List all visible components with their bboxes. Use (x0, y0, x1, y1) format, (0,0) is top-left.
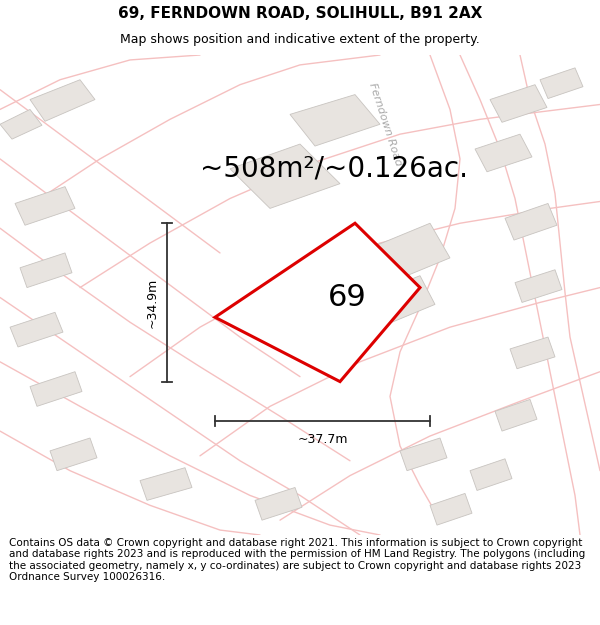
Text: 69: 69 (328, 283, 367, 312)
Polygon shape (255, 488, 302, 520)
Polygon shape (370, 223, 450, 282)
Text: ~508m²/~0.126ac.: ~508m²/~0.126ac. (200, 155, 468, 183)
Polygon shape (540, 68, 583, 99)
Polygon shape (475, 134, 532, 172)
Polygon shape (400, 438, 447, 471)
Polygon shape (15, 187, 75, 225)
Text: Contains OS data © Crown copyright and database right 2021. This information is : Contains OS data © Crown copyright and d… (9, 538, 585, 582)
Polygon shape (505, 204, 557, 240)
Polygon shape (430, 493, 472, 525)
Polygon shape (0, 109, 42, 139)
Polygon shape (490, 85, 547, 122)
Polygon shape (365, 276, 435, 327)
Text: Map shows position and indicative extent of the property.: Map shows position and indicative extent… (120, 33, 480, 46)
Polygon shape (510, 337, 555, 369)
Polygon shape (215, 223, 420, 382)
Polygon shape (290, 94, 380, 146)
Polygon shape (230, 144, 340, 208)
Polygon shape (10, 312, 63, 347)
Polygon shape (140, 468, 192, 501)
Polygon shape (50, 438, 97, 471)
Text: ~37.7m: ~37.7m (297, 433, 348, 446)
Polygon shape (20, 253, 72, 288)
Polygon shape (30, 80, 95, 121)
Polygon shape (515, 270, 562, 302)
Polygon shape (495, 399, 537, 431)
Polygon shape (470, 459, 512, 491)
Text: ~34.9m: ~34.9m (146, 278, 159, 328)
Polygon shape (30, 372, 82, 406)
Text: 69, FERNDOWN ROAD, SOLIHULL, B91 2AX: 69, FERNDOWN ROAD, SOLIHULL, B91 2AX (118, 6, 482, 21)
Text: Ferndown Road: Ferndown Road (367, 81, 403, 167)
